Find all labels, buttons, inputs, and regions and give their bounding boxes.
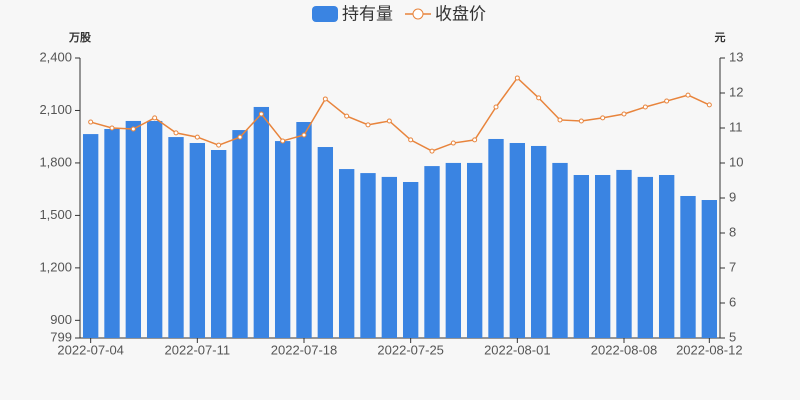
line-point — [429, 148, 435, 154]
line-point — [365, 122, 371, 128]
bar — [253, 106, 270, 338]
line-point — [642, 104, 648, 110]
x-tick-label: 2022-08-12 — [676, 342, 743, 357]
bar — [274, 141, 291, 338]
line-point — [322, 96, 328, 102]
bar — [338, 169, 355, 338]
line-point — [514, 75, 520, 81]
line-point — [685, 92, 691, 98]
bar — [381, 176, 398, 338]
line-point — [408, 137, 414, 143]
bar — [104, 129, 120, 338]
line-point — [664, 98, 670, 104]
bar — [701, 200, 718, 338]
y2-tick-label: 10 — [729, 154, 743, 169]
line-point — [557, 117, 563, 123]
line-point — [450, 140, 456, 146]
bar — [168, 137, 184, 338]
line-point — [301, 132, 307, 138]
bar — [509, 142, 526, 338]
bar — [232, 130, 248, 338]
bar — [573, 175, 590, 338]
y-tick-label: 2,100 — [39, 102, 72, 117]
bar — [445, 162, 462, 338]
y2-tick-label: 6 — [729, 294, 736, 309]
line-point — [344, 113, 350, 119]
line-point — [472, 137, 478, 143]
y-tick-label: 2,400 — [39, 49, 72, 64]
legend-swatch — [412, 8, 424, 20]
y-tick-label: 900 — [50, 312, 72, 327]
x-tick-label: 2022-08-01 — [484, 342, 551, 357]
bar — [82, 134, 99, 338]
bar — [658, 175, 675, 338]
bar — [466, 162, 483, 338]
line-point — [600, 115, 606, 121]
line-point — [621, 111, 627, 117]
y2-tick-label: 12 — [729, 84, 743, 99]
bar — [552, 162, 568, 338]
y-axis-label: 万股 — [68, 31, 92, 44]
bar — [402, 181, 419, 338]
line-point — [578, 118, 584, 124]
bar — [189, 142, 206, 338]
legend-swatch — [312, 6, 338, 22]
y2-tick-label: 8 — [729, 224, 736, 239]
bar — [594, 175, 611, 338]
y2-tick-label: 5 — [729, 329, 736, 344]
bar — [317, 147, 334, 338]
line-point — [258, 111, 264, 117]
line-point — [194, 134, 200, 140]
line-point — [280, 138, 286, 144]
line-point — [237, 134, 243, 140]
line-point — [706, 102, 712, 108]
y-tick-label: 1,800 — [39, 154, 72, 169]
line-point — [216, 142, 222, 148]
y2-tick-label: 9 — [729, 189, 736, 204]
bar — [125, 120, 142, 338]
line-point — [88, 119, 94, 125]
line-point — [109, 125, 115, 131]
bar — [146, 120, 163, 338]
x-tick-label: 2022-08-08 — [591, 342, 658, 357]
bar — [616, 169, 632, 338]
y2-tick-label: 13 — [729, 49, 743, 64]
y2-axis-label: 元 — [715, 31, 726, 44]
bar — [637, 176, 654, 338]
line-point — [386, 118, 392, 124]
x-tick-label: 2022-07-25 — [377, 342, 444, 357]
line-point — [493, 104, 499, 110]
x-tick-label: 2022-07-11 — [165, 342, 231, 357]
x-tick-label: 2022-07-04 — [57, 342, 124, 357]
bar — [530, 145, 547, 338]
bar — [296, 122, 312, 338]
y2-tick-label: 7 — [729, 259, 736, 274]
bar — [210, 149, 227, 338]
x-tick-label: 2022-07-18 — [271, 342, 338, 357]
y-tick-label: 799 — [50, 329, 72, 344]
bar — [680, 195, 696, 338]
bar — [488, 138, 504, 338]
line-point — [130, 126, 136, 132]
line-point — [173, 130, 179, 136]
line — [90, 76, 710, 152]
line-point — [152, 115, 158, 121]
line-point — [536, 95, 542, 101]
y-tick-label: 1,500 — [39, 207, 72, 222]
y-tick-label: 1,200 — [39, 259, 72, 274]
legend-label: 收盘价 — [435, 4, 486, 23]
bar — [360, 173, 376, 338]
bar — [424, 166, 440, 338]
legend-label: 持有量 — [342, 4, 393, 23]
y2-tick-label: 11 — [729, 119, 743, 134]
